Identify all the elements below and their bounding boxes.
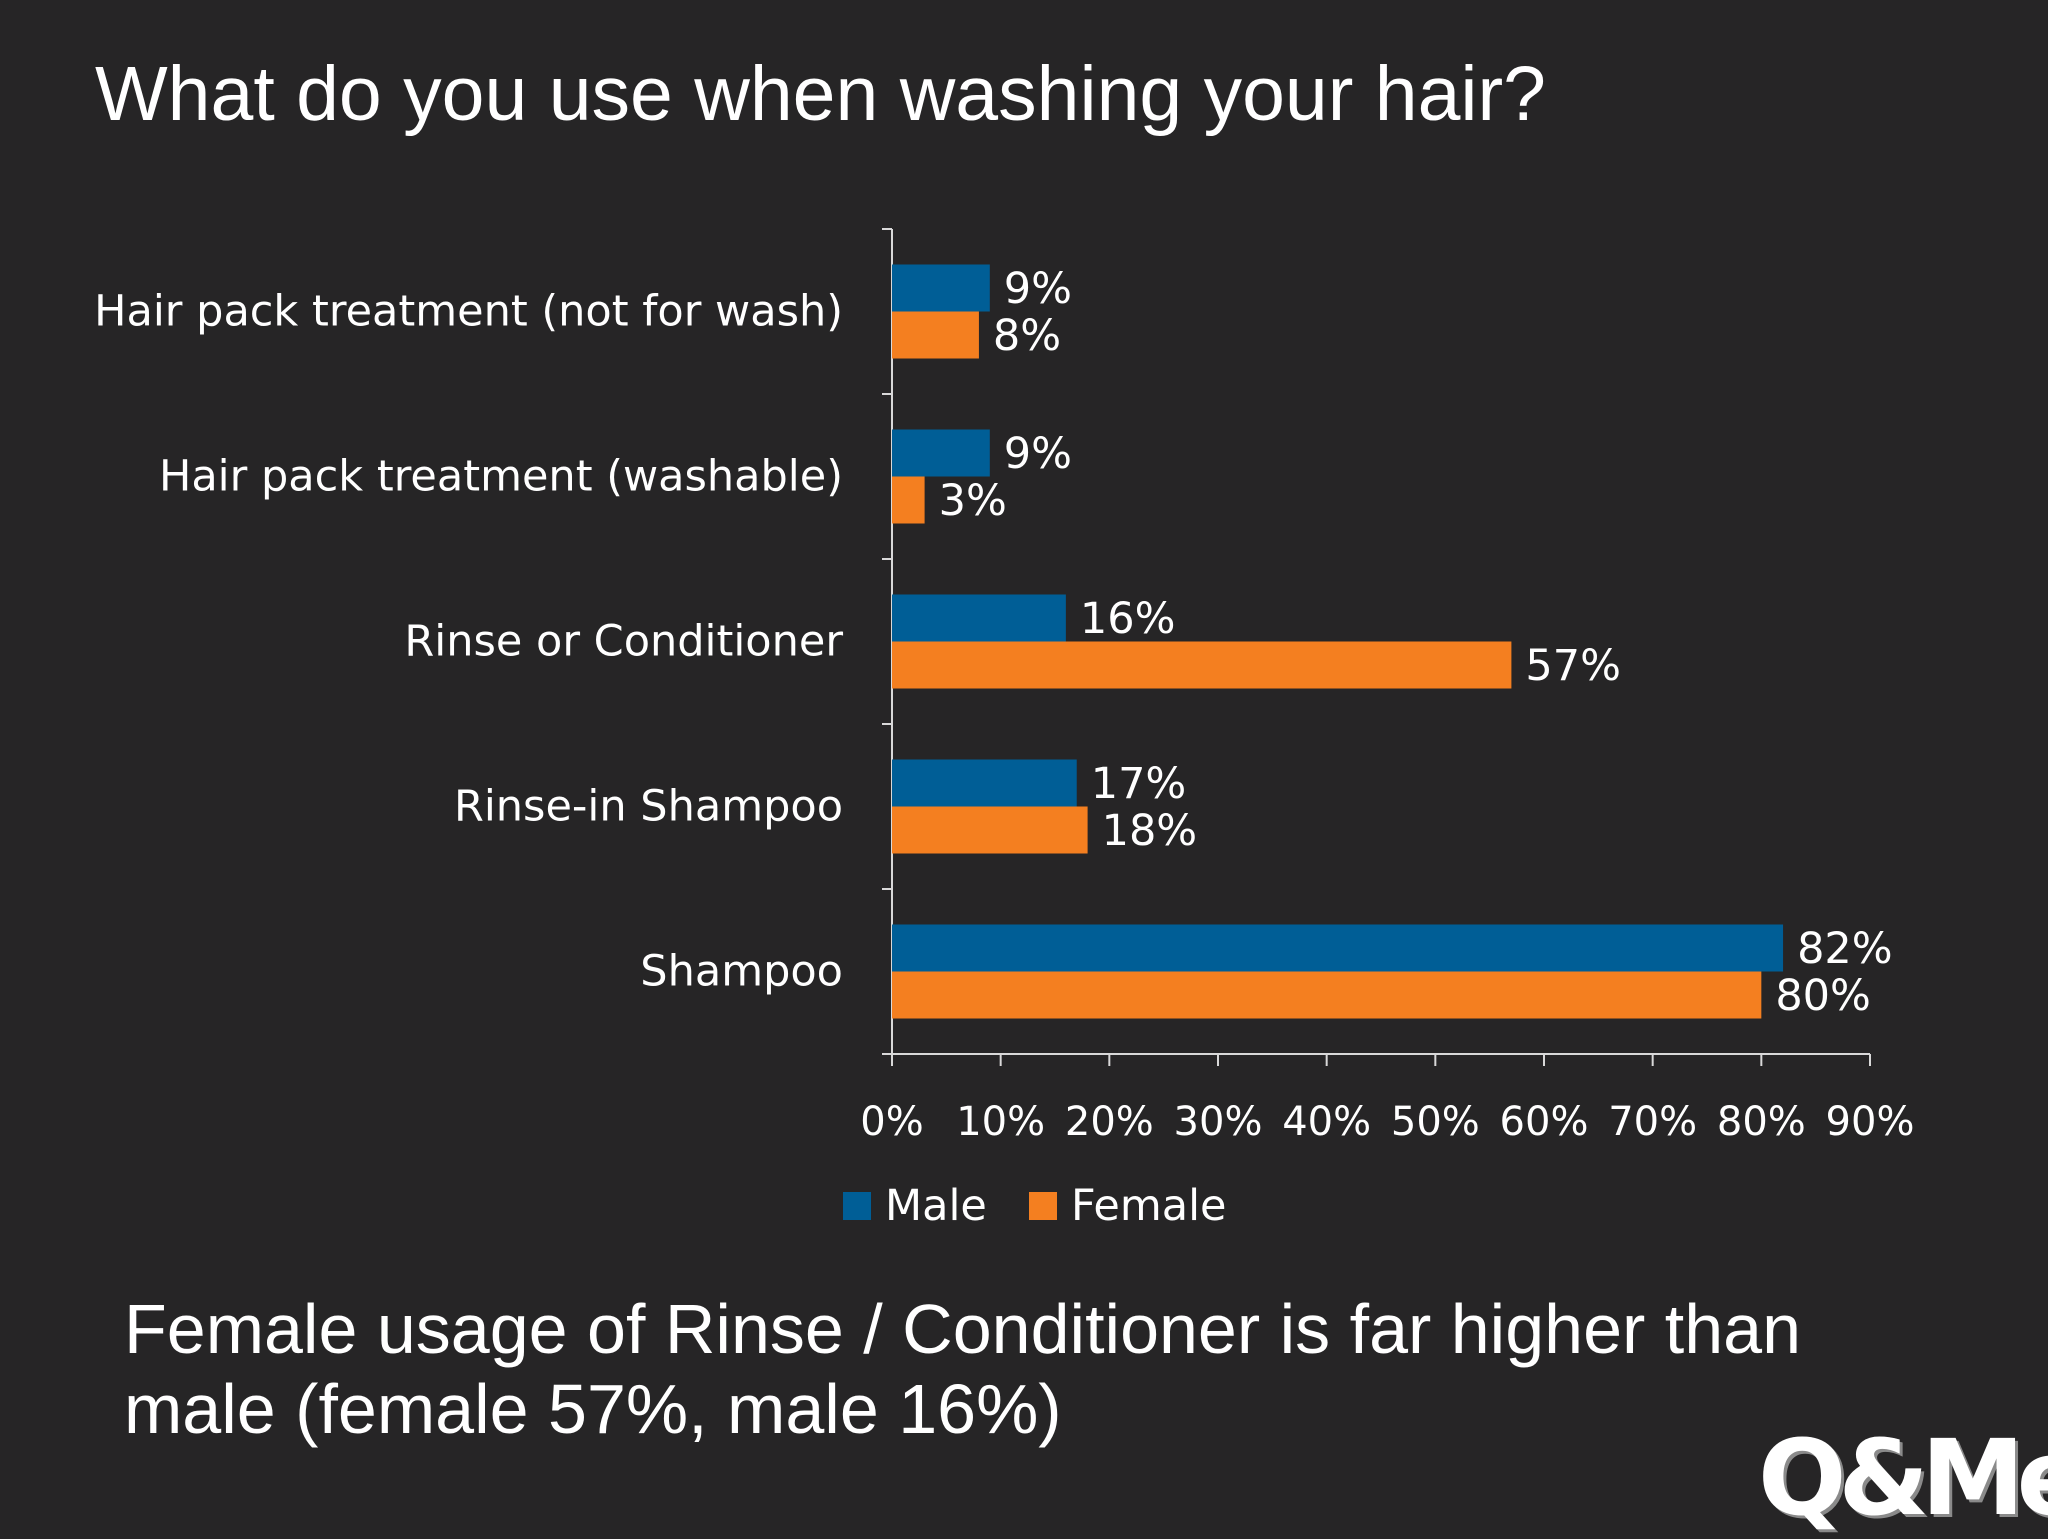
x-tick-label: 60%: [1500, 1099, 1589, 1145]
category-label: Hair pack treatment (not for wash): [94, 287, 843, 337]
female-bar: [892, 806, 1088, 854]
data-label: 18%: [1102, 806, 1198, 856]
data-label: 3%: [939, 476, 1007, 526]
slide-title: What do you use when washing your hair?: [95, 51, 1547, 137]
data-label: 80%: [1775, 971, 1871, 1021]
male-bar: [892, 429, 990, 477]
legend-label-male: Male: [885, 1181, 987, 1231]
data-label: 57%: [1525, 641, 1621, 691]
x-tick-label: 90%: [1826, 1099, 1915, 1145]
male-bar: [892, 264, 990, 312]
female-bar: [892, 476, 925, 524]
bar-chart: 0% 10% 20% 30% 40% 50% 60% 70% 80% 90% Hair pack …: [94, 228, 1915, 1231]
x-tick-label: 50%: [1391, 1099, 1480, 1145]
x-tick-label: 20%: [1065, 1099, 1154, 1145]
data-label: 16%: [1080, 594, 1176, 644]
male-bar: [892, 924, 1784, 972]
category-label: Rinse or Conditioner: [404, 617, 843, 667]
brand-logo: Q&Me: [1758, 1417, 2048, 1539]
legend-swatch-female: [1029, 1192, 1057, 1220]
legend-label-female: Female: [1071, 1181, 1226, 1231]
legend-swatch-male: [843, 1192, 871, 1220]
x-tick-label: 10%: [956, 1099, 1045, 1145]
x-tick-label: 0%: [860, 1099, 923, 1145]
female-bar: [892, 971, 1762, 1019]
x-tick-label: 70%: [1608, 1099, 1697, 1145]
x-tick-label: 40%: [1282, 1099, 1371, 1145]
female-bar: [892, 311, 979, 359]
female-bar: [892, 641, 1512, 689]
x-tick-label: 80%: [1717, 1099, 1806, 1145]
data-label: 17%: [1091, 759, 1187, 809]
data-label: 8%: [993, 311, 1061, 361]
category-label: Rinse-in Shampoo: [454, 782, 843, 832]
footer-note: Female usage of Rinse / Conditioner is f…: [124, 1290, 1802, 1448]
category-label: Shampoo: [640, 947, 843, 997]
x-tick-label: 30%: [1174, 1099, 1263, 1145]
data-label: 9%: [1004, 264, 1072, 314]
male-bar: [892, 594, 1066, 642]
category-label: Hair pack treatment (washable): [159, 452, 843, 502]
male-bar: [892, 759, 1077, 807]
data-label: 82%: [1797, 924, 1893, 974]
data-label: 9%: [1004, 429, 1072, 479]
